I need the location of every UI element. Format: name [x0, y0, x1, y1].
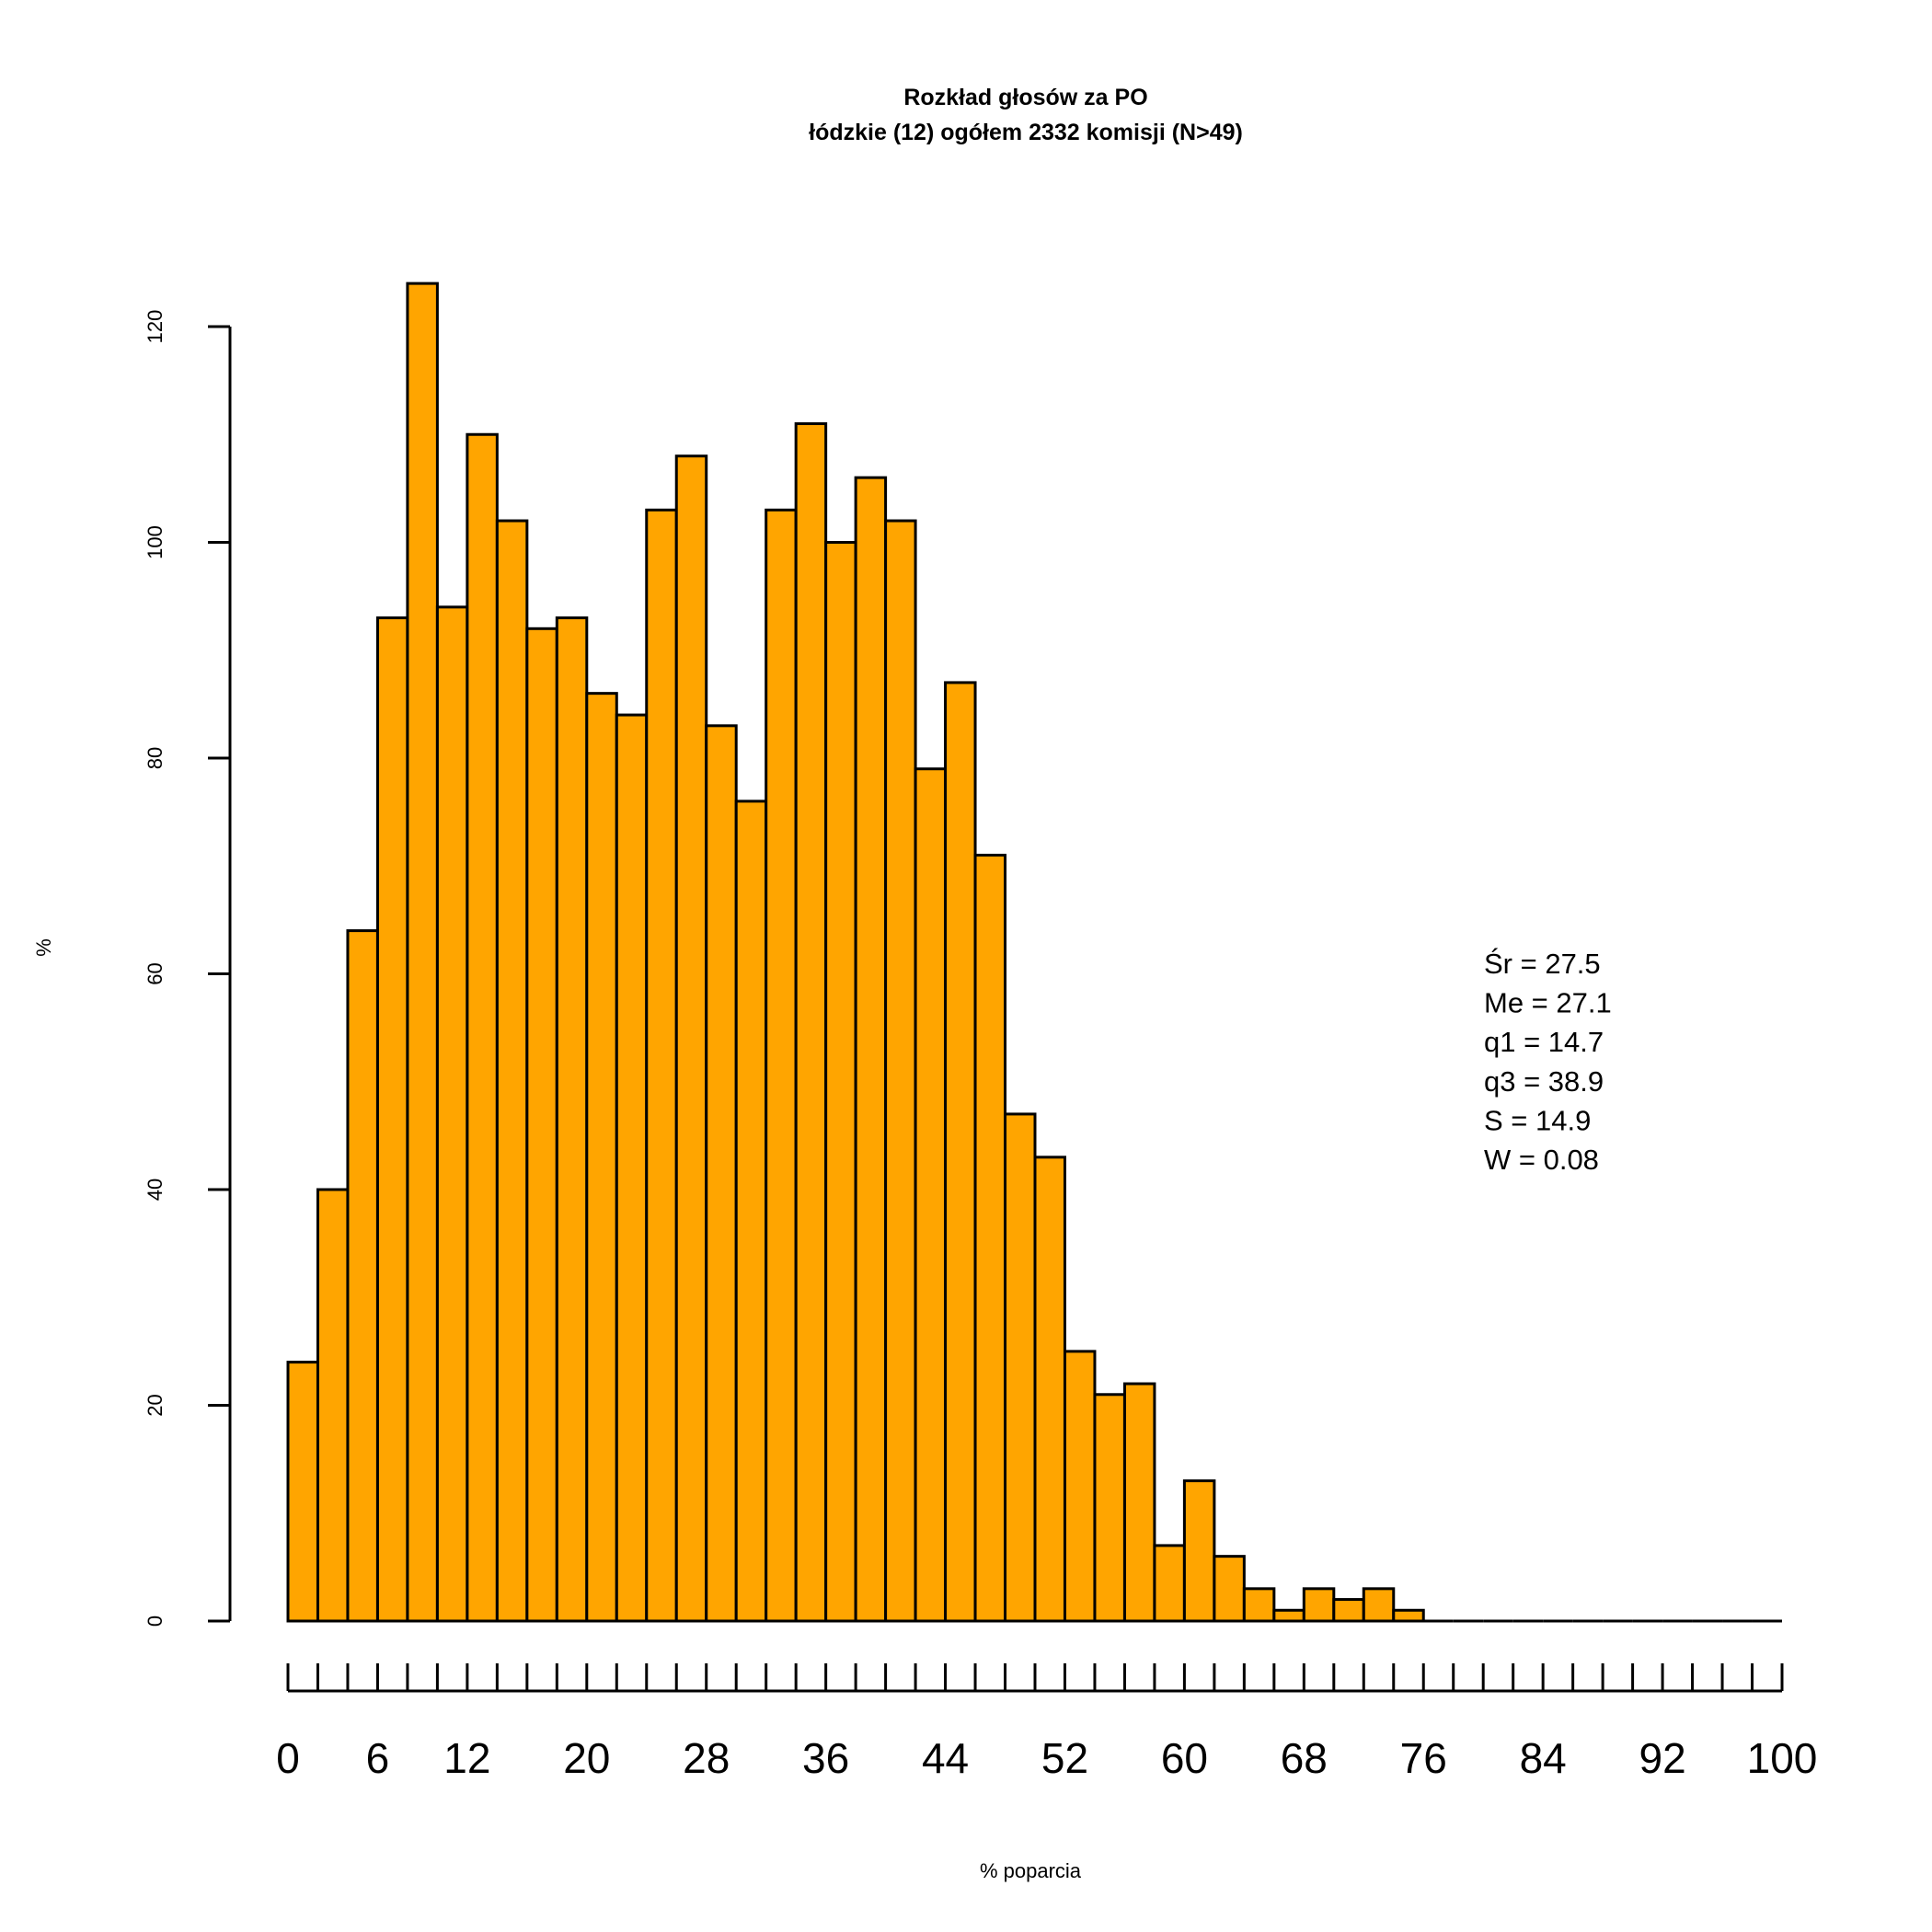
- histogram-bar: [765, 508, 798, 1623]
- y-tick-label: 20: [144, 1394, 167, 1416]
- histogram-bar: [973, 854, 1007, 1623]
- y-tick-label: 0: [144, 1616, 167, 1627]
- x-tick-label: 12: [443, 1734, 490, 1782]
- histogram-bar: [794, 422, 828, 1623]
- y-tick-label: 120: [144, 310, 167, 344]
- x-tick-label: 60: [1161, 1734, 1208, 1782]
- histogram-bar: [375, 616, 409, 1623]
- histogram-bar: [1033, 1156, 1066, 1623]
- x-tick-label: 100: [1747, 1734, 1818, 1782]
- histogram-bar: [705, 724, 738, 1623]
- stat-line: W = 0.08: [1484, 1144, 1599, 1176]
- y-axis: 0 20 40 60 80 100 120: [144, 310, 232, 1627]
- histogram-bar: [1362, 1587, 1396, 1623]
- histogram-bar: [435, 605, 469, 1623]
- histogram-bar: [1063, 1350, 1097, 1623]
- histogram-bar: [914, 767, 948, 1623]
- stat-line: S = 14.9: [1484, 1104, 1591, 1136]
- histogram-bar: [734, 799, 768, 1623]
- bars-group: [286, 282, 1782, 1623]
- x-tick-label: 28: [683, 1734, 730, 1782]
- x-tick-label: 84: [1520, 1734, 1567, 1782]
- histogram-bar: [884, 519, 917, 1623]
- y-tick-label: 60: [144, 962, 167, 984]
- chart-title: Rozkład głosów za PO: [903, 85, 1147, 110]
- y-tick-label: 80: [144, 747, 167, 769]
- stat-line: q3 = 38.9: [1484, 1065, 1604, 1098]
- stat-line: q1 = 14.7: [1484, 1026, 1604, 1058]
- x-tick-label: 6: [366, 1734, 390, 1782]
- histogram-bar: [1093, 1393, 1126, 1623]
- histogram-bar: [615, 713, 649, 1623]
- histogram-bar: [1004, 1112, 1037, 1623]
- histogram-bar: [555, 616, 589, 1623]
- histogram-bar: [1272, 1608, 1305, 1623]
- histogram-bar: [316, 1188, 350, 1623]
- histogram-bar: [1213, 1555, 1246, 1623]
- y-tick-label: 100: [144, 525, 167, 559]
- y-tick-label: 40: [144, 1179, 167, 1201]
- stat-line: Me = 27.1: [1484, 987, 1612, 1019]
- histogram-bar: [286, 1361, 319, 1623]
- x-tick-label: 68: [1281, 1734, 1328, 1782]
- x-tick-label: 92: [1639, 1734, 1685, 1782]
- x-tick-label: 0: [276, 1734, 300, 1782]
- histogram-bar: [1392, 1608, 1425, 1623]
- x-tick-label: 76: [1400, 1734, 1447, 1782]
- y-axis-label: %: [32, 938, 55, 957]
- chart-subtitle: łódzkie (12) ogółem 2332 komisji (N>49): [809, 120, 1243, 145]
- x-tick-label: 36: [802, 1734, 849, 1782]
- histogram-bar: [1153, 1544, 1186, 1623]
- histogram-bar: [1332, 1598, 1365, 1623]
- histogram-bar: [525, 627, 558, 1623]
- x-axis: 0 6 12 20 28 36 44 52 60 68 76 84 92 100: [276, 1663, 1817, 1782]
- x-tick-label: 52: [1041, 1734, 1088, 1782]
- histogram-bar: [1182, 1479, 1216, 1623]
- stats-block: Śr = 27.5 Me = 27.1 q1 = 14.7 q3 = 38.9 S = …: [1484, 947, 1612, 1176]
- histogram-bar: [944, 681, 977, 1623]
- histogram-bar: [346, 929, 379, 1623]
- histogram-bar: [854, 476, 888, 1623]
- histogram-bar: [495, 519, 529, 1623]
- x-axis-label: % poparcia: [980, 1859, 1082, 1882]
- histogram-bar: [1122, 1382, 1156, 1623]
- stat-line: Śr = 27.5: [1484, 947, 1601, 980]
- histogram-bar: [645, 508, 678, 1623]
- histogram-bar: [406, 282, 439, 1623]
- histogram-bar: [674, 454, 708, 1623]
- x-tick-label: 44: [922, 1734, 969, 1782]
- histogram-bar: [466, 432, 499, 1623]
- histogram-bar: [1242, 1587, 1276, 1623]
- histogram-bar: [585, 692, 618, 1623]
- histogram-bar: [824, 541, 857, 1623]
- x-tick-label: 20: [563, 1734, 610, 1782]
- histogram-bar: [1302, 1587, 1336, 1623]
